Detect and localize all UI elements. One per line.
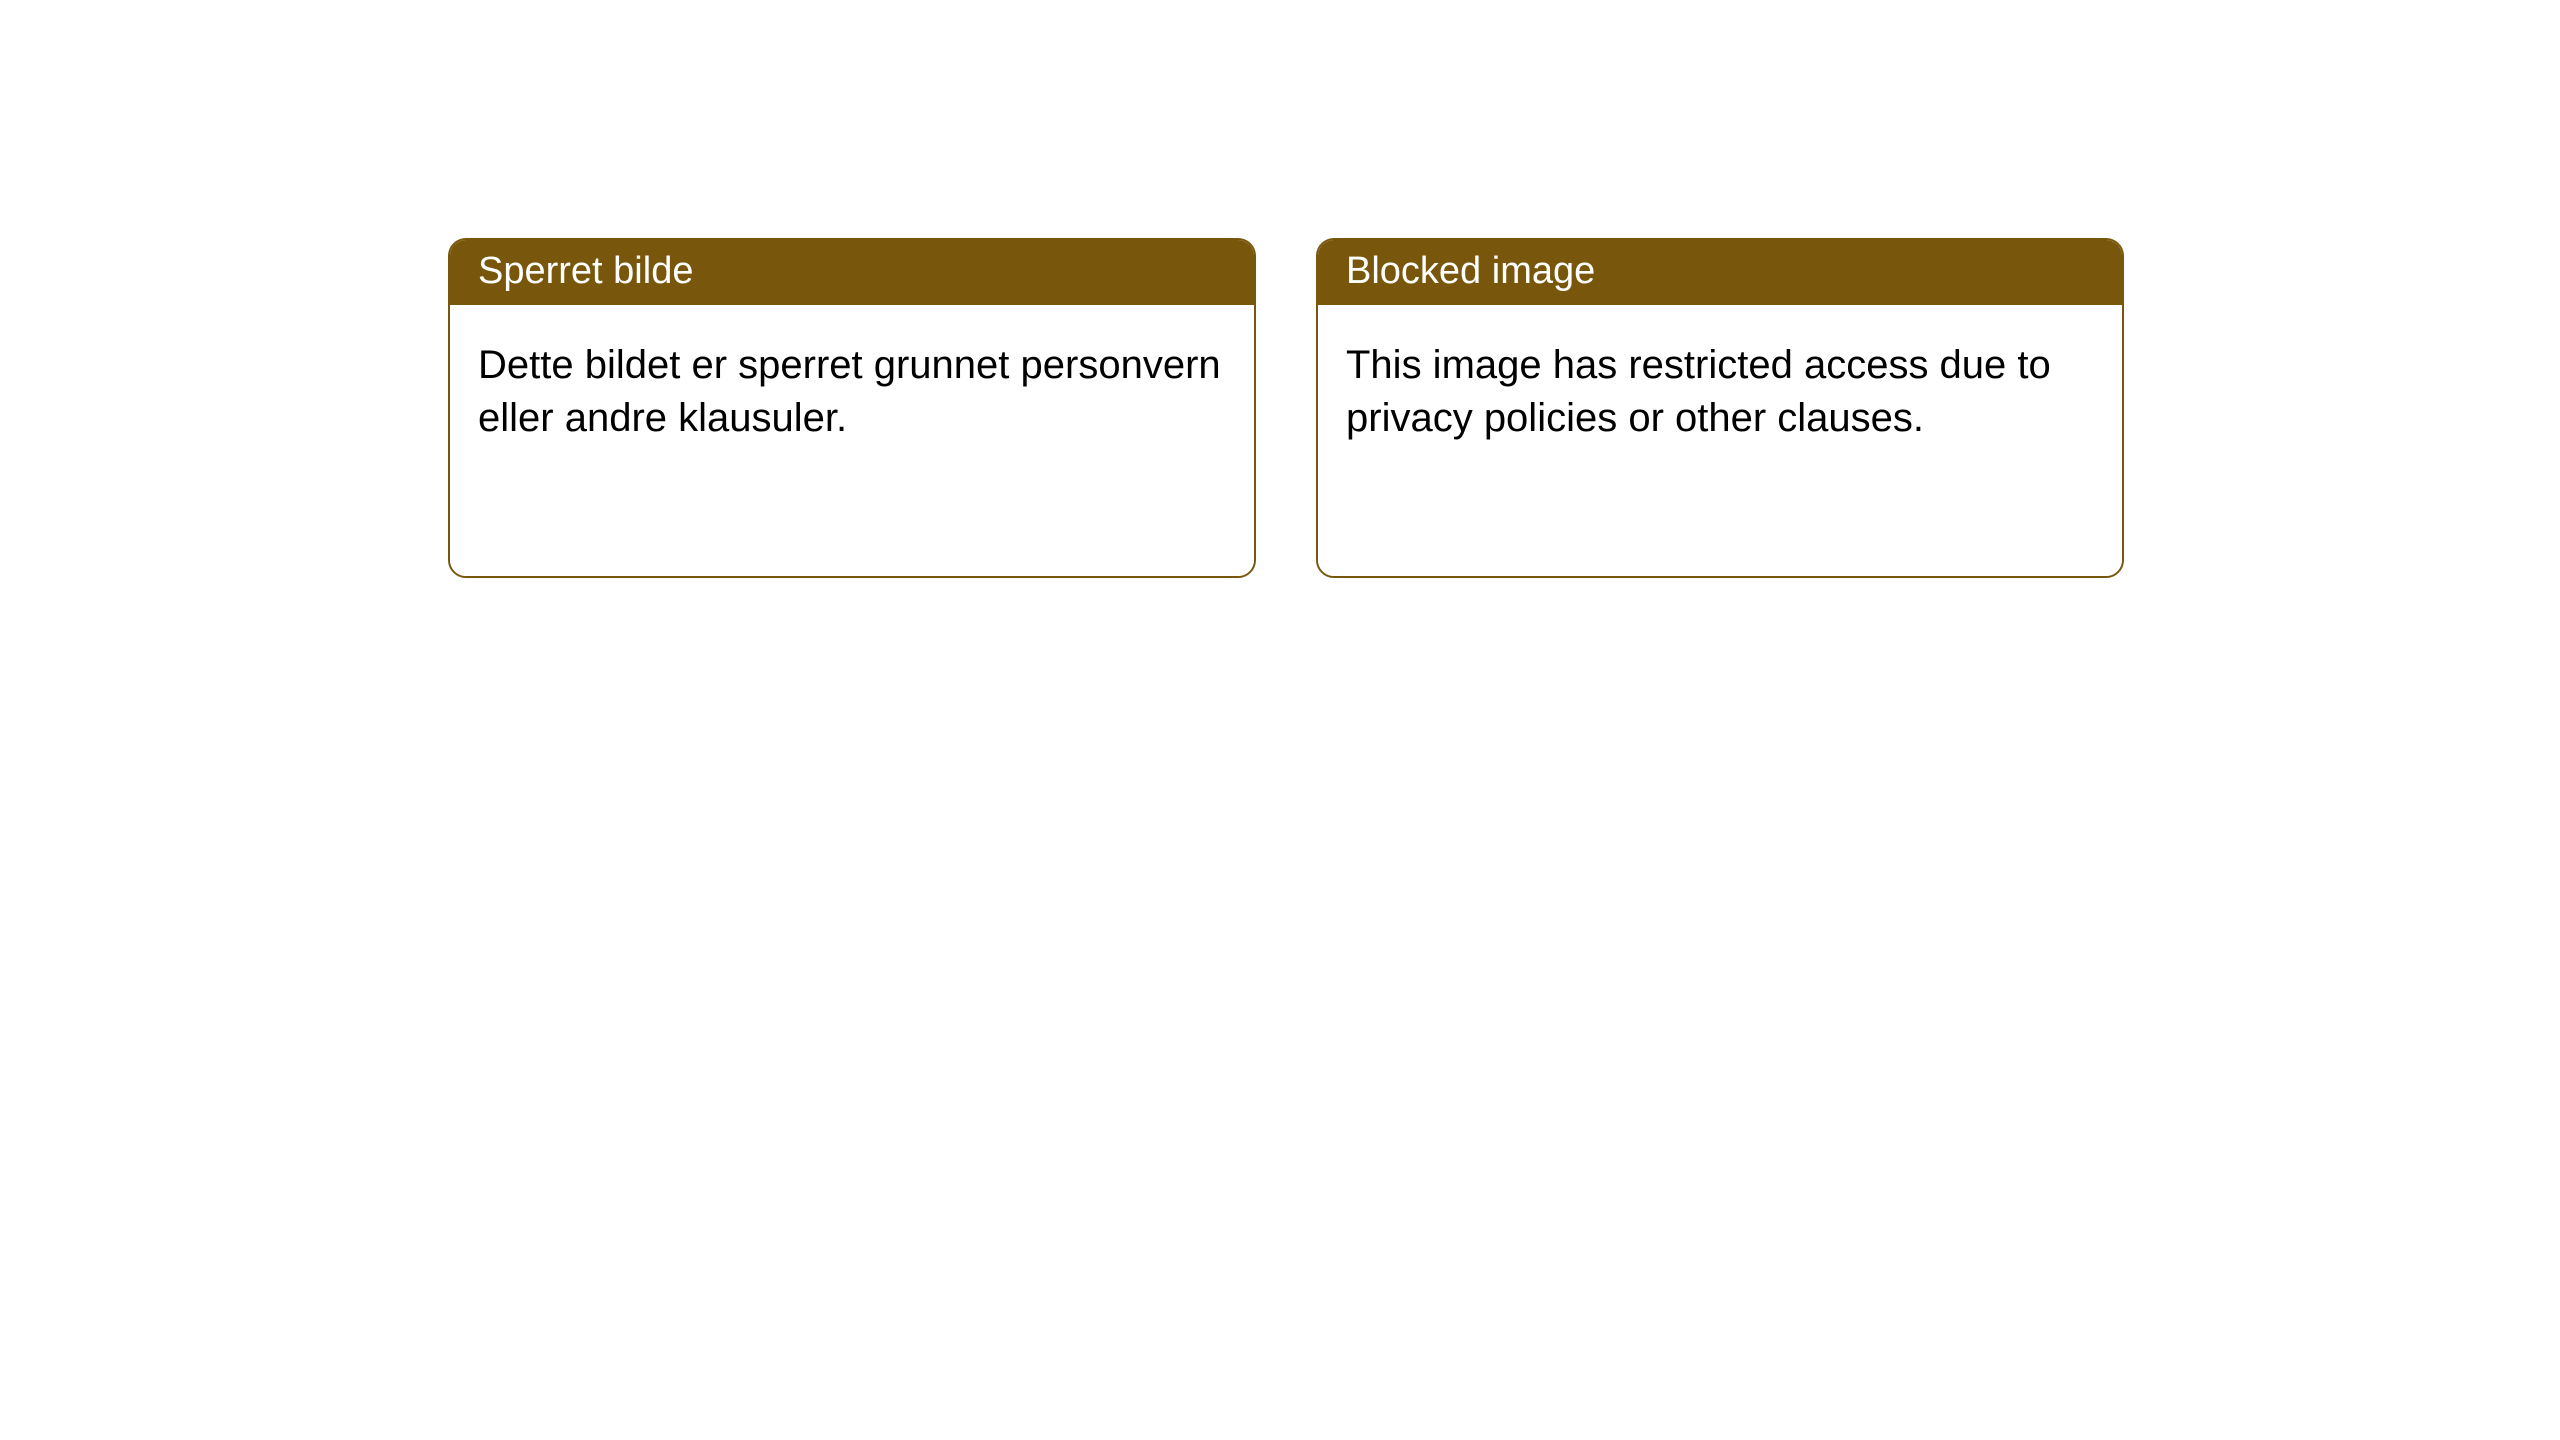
- card-header-en: Blocked image: [1318, 240, 2122, 305]
- card-body-no: Dette bildet er sperret grunnet personve…: [450, 305, 1254, 576]
- card-body-en: This image has restricted access due to …: [1318, 305, 2122, 576]
- blocked-image-card-no: Sperret bilde Dette bildet er sperret gr…: [448, 238, 1256, 578]
- card-header-no: Sperret bilde: [450, 240, 1254, 305]
- blocked-image-cards: Sperret bilde Dette bildet er sperret gr…: [448, 238, 2124, 578]
- blocked-image-card-en: Blocked image This image has restricted …: [1316, 238, 2124, 578]
